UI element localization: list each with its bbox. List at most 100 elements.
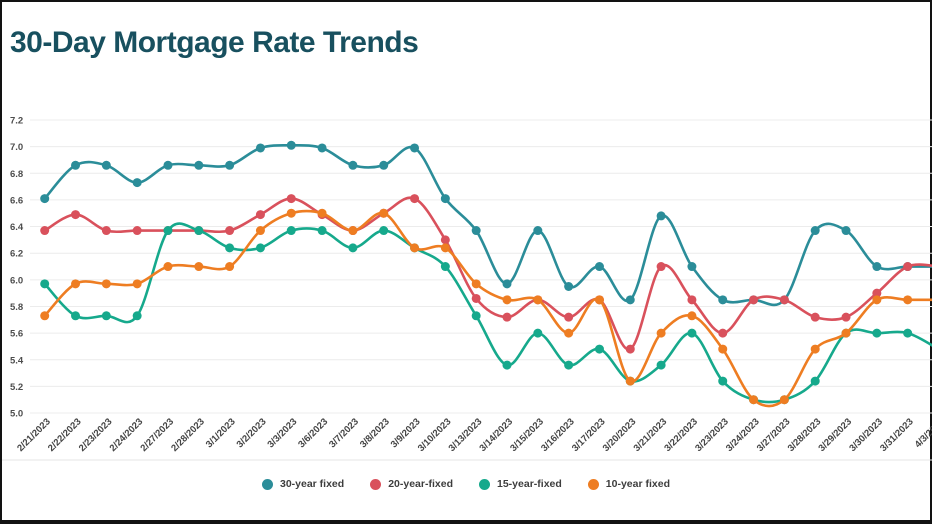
- data-point[interactable]: [286, 208, 296, 218]
- data-point[interactable]: [410, 243, 420, 253]
- data-point[interactable]: [440, 262, 450, 272]
- data-point[interactable]: [533, 328, 543, 338]
- data-point[interactable]: [687, 328, 697, 338]
- data-point[interactable]: [594, 344, 604, 354]
- data-point[interactable]: [225, 243, 235, 253]
- data-point[interactable]: [255, 226, 265, 236]
- data-point[interactable]: [348, 226, 358, 236]
- data-point[interactable]: [810, 344, 820, 354]
- data-point[interactable]: [502, 312, 512, 322]
- data-point[interactable]: [40, 279, 50, 289]
- data-point[interactable]: [471, 226, 481, 236]
- data-point[interactable]: [101, 311, 111, 321]
- data-point[interactable]: [40, 194, 50, 204]
- data-point[interactable]: [810, 226, 820, 236]
- data-point[interactable]: [132, 311, 142, 321]
- data-point[interactable]: [656, 360, 666, 370]
- data-point[interactable]: [194, 160, 204, 170]
- legend-item-30-year[interactable]: 30-year fixed: [261, 478, 344, 490]
- data-point[interactable]: [348, 160, 358, 170]
- data-point[interactable]: [410, 143, 420, 153]
- data-point[interactable]: [379, 208, 389, 218]
- data-point[interactable]: [779, 295, 789, 305]
- data-point[interactable]: [132, 226, 142, 236]
- data-point[interactable]: [163, 160, 173, 170]
- data-point[interactable]: [471, 279, 481, 289]
- data-point[interactable]: [255, 243, 265, 253]
- data-point[interactable]: [286, 140, 296, 150]
- data-point[interactable]: [718, 295, 728, 305]
- data-point[interactable]: [656, 262, 666, 272]
- data-point[interactable]: [255, 210, 265, 220]
- data-point[interactable]: [564, 328, 574, 338]
- data-point[interactable]: [410, 194, 420, 204]
- data-point[interactable]: [71, 210, 81, 220]
- data-point[interactable]: [348, 243, 358, 253]
- data-point[interactable]: [810, 376, 820, 386]
- data-point[interactable]: [225, 262, 235, 272]
- data-point[interactable]: [779, 395, 789, 405]
- data-point[interactable]: [163, 226, 173, 236]
- data-point[interactable]: [502, 279, 512, 289]
- data-point[interactable]: [40, 311, 50, 321]
- data-point[interactable]: [872, 328, 882, 338]
- legend-item-15-year[interactable]: 15-year-fixed: [479, 478, 562, 490]
- data-point[interactable]: [132, 279, 142, 289]
- data-point[interactable]: [564, 312, 574, 322]
- data-point[interactable]: [317, 208, 327, 218]
- data-point[interactable]: [71, 279, 81, 289]
- data-point[interactable]: [317, 226, 327, 236]
- data-point[interactable]: [132, 178, 142, 188]
- data-point[interactable]: [502, 295, 512, 305]
- data-point[interactable]: [194, 262, 204, 272]
- data-point[interactable]: [903, 295, 913, 305]
- data-point[interactable]: [163, 262, 173, 272]
- data-point[interactable]: [625, 376, 635, 386]
- data-point[interactable]: [594, 295, 604, 305]
- data-point[interactable]: [225, 160, 235, 170]
- data-point[interactable]: [687, 295, 697, 305]
- data-point[interactable]: [40, 226, 50, 236]
- data-point[interactable]: [841, 328, 851, 338]
- data-point[interactable]: [471, 293, 481, 303]
- data-point[interactable]: [101, 226, 111, 236]
- data-point[interactable]: [903, 262, 913, 272]
- data-point[interactable]: [471, 311, 481, 321]
- legend-item-10-year[interactable]: 10-year fixed: [587, 478, 670, 490]
- data-point[interactable]: [101, 279, 111, 289]
- data-point[interactable]: [379, 226, 389, 236]
- data-point[interactable]: [872, 262, 882, 272]
- data-point[interactable]: [625, 344, 635, 354]
- data-point[interactable]: [317, 143, 327, 153]
- data-point[interactable]: [564, 360, 574, 370]
- data-point[interactable]: [71, 311, 81, 321]
- data-point[interactable]: [656, 211, 666, 221]
- data-point[interactable]: [625, 295, 635, 305]
- data-point[interactable]: [687, 262, 697, 272]
- data-point[interactable]: [656, 328, 666, 338]
- data-point[interactable]: [903, 328, 913, 338]
- data-point[interactable]: [841, 312, 851, 322]
- data-point[interactable]: [286, 226, 296, 236]
- data-point[interactable]: [872, 288, 882, 298]
- data-point[interactable]: [440, 235, 450, 245]
- data-point[interactable]: [379, 160, 389, 170]
- legend-item-20-year[interactable]: 20-year-fixed: [370, 478, 453, 490]
- data-point[interactable]: [502, 360, 512, 370]
- data-point[interactable]: [749, 295, 759, 305]
- data-point[interactable]: [533, 295, 543, 305]
- data-point[interactable]: [194, 226, 204, 236]
- data-point[interactable]: [841, 226, 851, 236]
- data-point[interactable]: [225, 226, 235, 236]
- data-point[interactable]: [718, 328, 728, 338]
- data-point[interactable]: [71, 160, 81, 170]
- data-point[interactable]: [101, 160, 111, 170]
- data-point[interactable]: [440, 194, 450, 204]
- data-point[interactable]: [810, 312, 820, 322]
- data-point[interactable]: [718, 376, 728, 386]
- data-point[interactable]: [594, 262, 604, 272]
- data-point[interactable]: [687, 311, 697, 321]
- data-point[interactable]: [749, 395, 759, 405]
- data-point[interactable]: [255, 143, 265, 153]
- data-point[interactable]: [533, 226, 543, 236]
